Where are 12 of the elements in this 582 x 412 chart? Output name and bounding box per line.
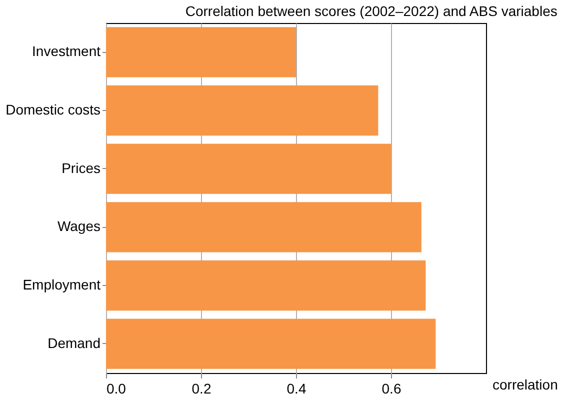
y-tick-label: Wages (57, 218, 100, 234)
x-tick-label: 0.0 (106, 380, 126, 396)
y-tick-label: Investment (32, 43, 101, 60)
x-tick-label: 0.6 (382, 380, 402, 396)
y-tick-label: Domestic costs (6, 102, 100, 118)
y-tick-label: Employment (22, 276, 101, 292)
chart-title: Correlation between scores (2002–2022) and ABS variables (185, 3, 558, 19)
x-axis-title: correlation (492, 376, 558, 392)
y-tick-label: Demand (48, 334, 100, 351)
x-tick-label: 0.4 (286, 380, 306, 396)
y-tick-label: Prices (62, 160, 100, 176)
x-tick-label: 0.2 (192, 380, 212, 396)
